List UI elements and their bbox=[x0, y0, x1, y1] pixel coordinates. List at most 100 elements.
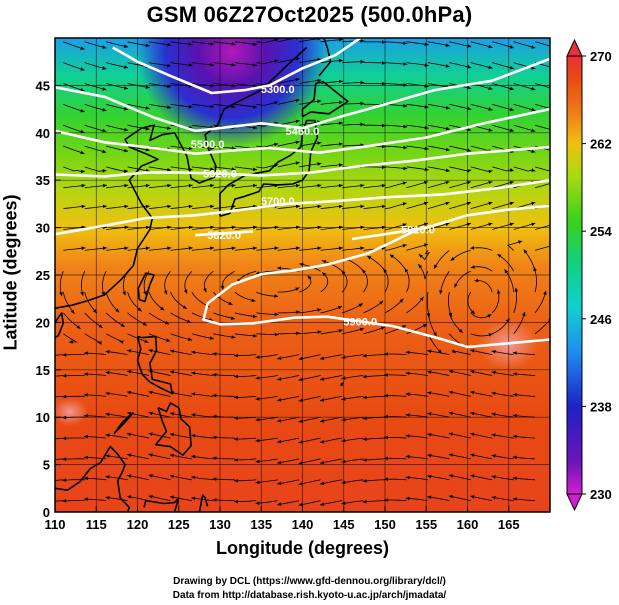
streamline-arrow bbox=[384, 477, 388, 481]
streamline-arrow bbox=[424, 146, 429, 151]
streamline-arrow bbox=[488, 44, 493, 49]
streamline-arrow bbox=[212, 435, 217, 440]
streamline-arrow bbox=[509, 128, 514, 132]
streamline-arrow bbox=[62, 478, 67, 482]
streamline-arrow bbox=[253, 125, 257, 130]
streamline-arrow bbox=[512, 351, 517, 355]
streamline-arrow bbox=[317, 162, 322, 166]
streamline-arrow bbox=[423, 180, 429, 185]
streamline bbox=[164, 270, 171, 295]
streamline-arrow bbox=[105, 412, 110, 417]
streamline-arrow bbox=[231, 335, 236, 339]
streamline-arrow bbox=[470, 349, 475, 353]
streamline bbox=[170, 333, 193, 341]
streamline-arrow bbox=[83, 393, 88, 397]
streamline-arrow bbox=[382, 61, 386, 65]
streamline-arrow bbox=[384, 352, 388, 356]
streamline-arrow bbox=[389, 254, 394, 259]
streamline-arrow bbox=[295, 287, 300, 291]
streamline-arrow bbox=[274, 59, 279, 63]
streamline-arrow bbox=[231, 42, 236, 46]
streamline-arrow bbox=[320, 439, 325, 444]
streamline-arrow bbox=[298, 502, 303, 507]
streamline-arrow bbox=[295, 77, 300, 82]
streamline-arrow bbox=[512, 393, 517, 397]
streamline-arrow bbox=[358, 303, 363, 307]
streamline-arrow bbox=[105, 391, 110, 396]
y-tick-label: 10 bbox=[36, 410, 50, 425]
streamline-arrow bbox=[491, 433, 496, 437]
streamline-arrow bbox=[170, 453, 174, 458]
streamline-arrow bbox=[491, 391, 496, 396]
y-axis-label: Latitude (degrees) bbox=[0, 194, 21, 351]
streamline bbox=[55, 437, 64, 440]
streamline-arrow bbox=[402, 202, 407, 206]
streamline-arrow bbox=[488, 180, 493, 185]
y-axis-ticks: 0 5 10 15 20 25 30 35 40 45 bbox=[36, 78, 61, 520]
streamline-arrow bbox=[531, 201, 536, 206]
streamline bbox=[84, 312, 103, 329]
streamline-arrow bbox=[170, 391, 174, 395]
streamline bbox=[534, 41, 550, 47]
streamline-arrow bbox=[399, 298, 404, 303]
streamline-arrow bbox=[188, 63, 193, 67]
streamline bbox=[534, 224, 550, 230]
streamline-arrow bbox=[298, 356, 303, 361]
streamline-arrow bbox=[512, 455, 517, 460]
streamline bbox=[513, 166, 536, 172]
streamline-arrow bbox=[298, 377, 303, 382]
streamline bbox=[105, 312, 126, 328]
colorbar-tick-label: 230 bbox=[590, 487, 612, 502]
coastline bbox=[143, 497, 180, 512]
streamline-arrow bbox=[255, 355, 260, 359]
streamline-arrow bbox=[341, 501, 346, 505]
streamline-arrow bbox=[384, 373, 388, 377]
streamline-arrow bbox=[295, 183, 300, 188]
streamline-arrow bbox=[317, 78, 322, 83]
streamline-arrow bbox=[448, 453, 453, 457]
streamline-arrow bbox=[210, 42, 215, 46]
streamline-arrow bbox=[145, 225, 150, 230]
streamline-arrow bbox=[496, 289, 501, 294]
coastline bbox=[154, 402, 192, 456]
streamline bbox=[447, 292, 453, 318]
x-tick-label: 125 bbox=[168, 517, 190, 532]
streamline-arrow bbox=[145, 127, 150, 131]
streamline bbox=[320, 305, 343, 314]
streamline-arrow bbox=[427, 391, 432, 395]
streamline-arrow bbox=[401, 325, 407, 329]
streamline bbox=[184, 270, 193, 294]
streamline-arrow bbox=[124, 169, 128, 174]
streamline-arrow bbox=[553, 129, 557, 133]
streamline-arrow bbox=[170, 432, 174, 437]
streamline-arrow bbox=[445, 180, 450, 185]
streamline bbox=[534, 166, 550, 172]
streamline-arrow bbox=[338, 121, 343, 126]
height-contour bbox=[55, 57, 550, 133]
streamline-arrow bbox=[509, 168, 514, 172]
streamline-arrow bbox=[320, 398, 325, 402]
streamline bbox=[467, 291, 476, 315]
streamline bbox=[448, 312, 464, 334]
streamline-arrow bbox=[307, 275, 312, 280]
streamline-arrow bbox=[298, 440, 303, 444]
streamline-arrow bbox=[423, 201, 429, 206]
streamline-arrow bbox=[362, 416, 367, 421]
streamline bbox=[363, 300, 384, 314]
streamline-arrow bbox=[426, 313, 431, 318]
streamline bbox=[55, 458, 64, 460]
streamline-arrow bbox=[362, 374, 367, 379]
streamline-arrow bbox=[470, 310, 475, 314]
streamline-arrow bbox=[148, 495, 153, 499]
streamline-arrow bbox=[102, 128, 107, 133]
streamline bbox=[81, 271, 86, 297]
streamline bbox=[148, 333, 171, 342]
streamline-arrow bbox=[491, 495, 496, 500]
streamline-arrow bbox=[488, 333, 493, 337]
streamline-arrow bbox=[509, 201, 514, 206]
streamline-arrow bbox=[362, 437, 367, 441]
streamline bbox=[452, 350, 471, 355]
streamline-arrow bbox=[295, 98, 300, 103]
streamline-arrow bbox=[341, 480, 346, 485]
streamline-arrow bbox=[553, 223, 557, 227]
